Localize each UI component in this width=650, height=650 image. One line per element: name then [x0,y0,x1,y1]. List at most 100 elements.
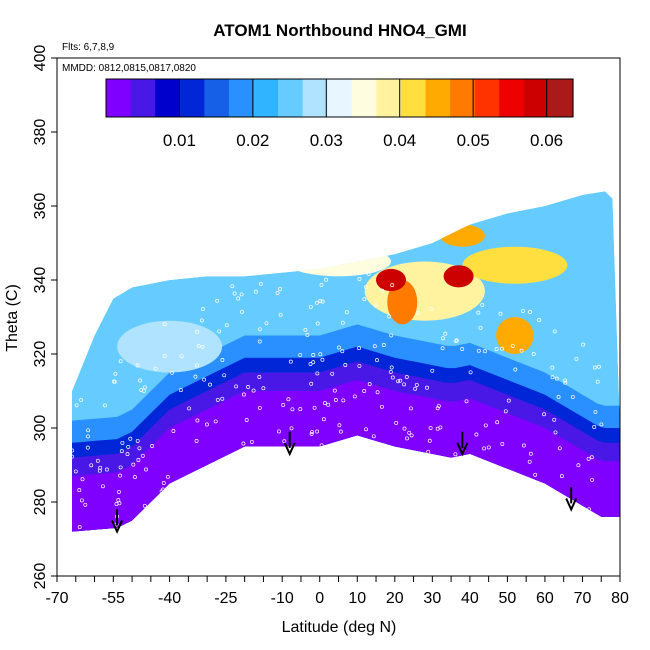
colorbar-swatch [106,79,132,117]
sample-point [288,359,293,364]
colorbar-swatch [302,79,328,117]
sample-point [208,382,212,387]
colorbar-tick-label: 0.05 [457,131,490,150]
colorbar-swatch [425,79,451,117]
sample-point [429,306,434,311]
sample-point [315,429,320,434]
sample-point [118,359,123,364]
sample-point [596,364,601,369]
y-tick-label: 280 [32,489,49,516]
sample-point [241,392,246,397]
colorbar-tick-label: 0.01 [163,131,196,150]
y-tick-label: 400 [32,45,49,72]
sample-point [415,310,420,315]
flights-annotation: Flts: 6,7,8,9 [62,42,115,53]
field-feature [376,268,406,292]
sample-point [556,395,561,399]
sample-point [321,417,326,422]
sample-point [85,445,90,450]
sample-point [308,304,313,309]
sample-point [500,346,505,351]
sample-point [73,469,78,474]
sample-point [104,467,109,472]
sample-point [103,403,107,408]
chart-title: ATOM1 Northbound HNO4_GMI [213,21,466,40]
colorbar-swatch [155,79,181,117]
sample-point [112,379,116,384]
sample-point [480,302,485,307]
sample-point [408,406,413,411]
y-tick-label: 320 [32,341,49,368]
sample-point [281,402,286,407]
sample-point [170,370,175,375]
sample-point [72,366,76,371]
axes: -70 -55 -40 -25 -10 0 10 20 30 40 50 60 70 80 260 280 30… [32,45,629,607]
sample-point [139,388,144,393]
sample-point [215,397,220,402]
sample-point [559,474,564,479]
x-tick-label: 30 [423,590,441,607]
x-tick-label: -55 [102,590,125,607]
x-tick-label: 50 [499,590,517,607]
sample-point [113,371,118,376]
sample-point [519,348,524,353]
sample-point [542,412,547,417]
sample-point [286,397,291,402]
sample-point [230,284,235,289]
field-feature [496,317,534,354]
sample-point [298,407,303,412]
colorbar-swatch [376,79,402,117]
sample-point [413,386,418,391]
sample-point [89,463,94,468]
sample-point [309,381,314,386]
sample-point [478,325,483,330]
sample-point [326,402,331,407]
sample-point [364,427,369,432]
sample-point [533,472,538,477]
sample-point [276,429,281,434]
sample-point [200,307,205,312]
sample-point [595,379,600,384]
field-feature [387,280,418,325]
sample-point [389,333,394,338]
sample-point [193,374,198,379]
sample-point [453,452,458,457]
sample-point [498,311,503,316]
sample-point [404,375,409,379]
sample-point [430,368,435,373]
colorbar-swatch [130,79,156,117]
colorbar-swatch [253,79,279,117]
dates-annotation: MMDD: 0812,0815,0817,0820 [62,63,196,74]
sample-point [531,352,536,356]
sample-point [563,380,568,385]
colorbar-frame [105,78,574,118]
sample-point [435,406,440,411]
sample-point [592,365,597,370]
sample-point [141,388,146,393]
sample-point [138,378,143,383]
sample-point [521,308,525,313]
sample-point [257,405,262,410]
sample-point [311,360,316,365]
sample-point [500,441,505,446]
sample-point [528,451,533,456]
sample-point [178,388,183,393]
sample-point [390,375,395,380]
x-axis-label: Latitude (deg N) [282,619,397,636]
sample-point [224,323,229,328]
colorbar-swatch [548,79,574,117]
y-tick-label: 260 [32,563,49,590]
field-feature [462,246,568,284]
sample-point [282,439,287,444]
sample-point [86,434,90,439]
sample-point [236,296,241,301]
sample-point [126,444,131,449]
sample-point [576,463,581,468]
sample-point [290,407,295,412]
sample-point [387,314,392,319]
x-tick-label: 40 [461,590,479,607]
sample-point [150,444,155,448]
sample-point [240,309,244,314]
sample-point [398,378,403,383]
sample-point [513,367,518,372]
